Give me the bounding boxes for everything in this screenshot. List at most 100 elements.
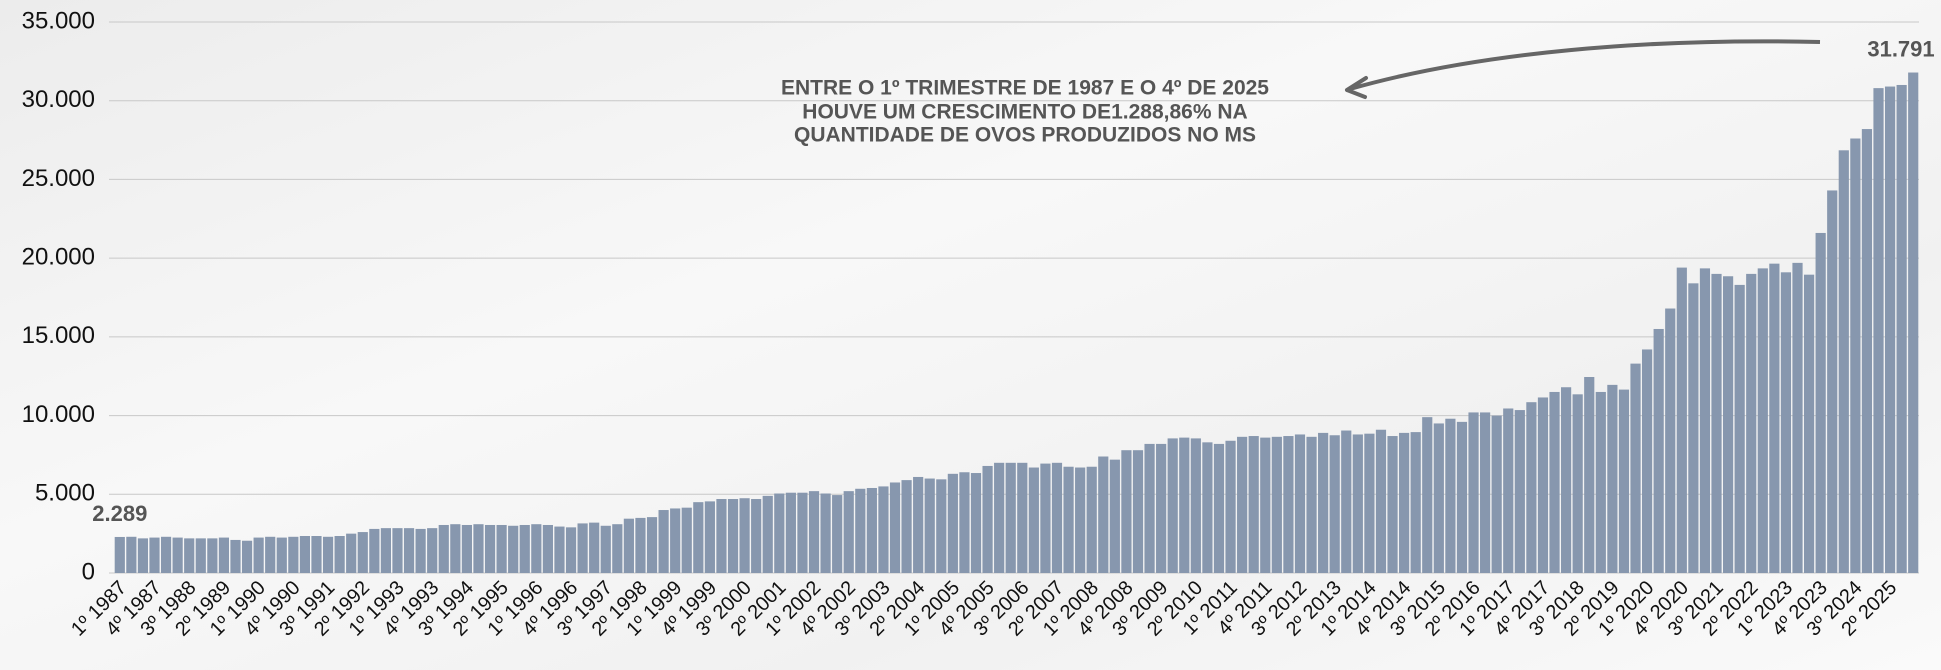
bar <box>1260 437 1271 573</box>
bar <box>184 538 195 573</box>
arrow-head <box>1345 76 1368 99</box>
bar <box>670 508 681 573</box>
bar <box>1688 283 1699 573</box>
bar <box>1364 433 1375 573</box>
bar <box>889 482 901 573</box>
bar <box>253 537 264 573</box>
bar <box>1595 391 1606 573</box>
bar <box>1028 467 1039 573</box>
bar <box>531 524 542 573</box>
bar <box>1572 394 1583 573</box>
bar <box>1156 443 1167 573</box>
bar <box>855 488 866 573</box>
bar <box>762 495 773 573</box>
value-label: 31.791 <box>1867 36 1934 61</box>
y-tick-label: 35.000 <box>22 7 95 34</box>
bar <box>1329 435 1340 573</box>
bar <box>1665 308 1676 573</box>
bar <box>1399 432 1410 573</box>
bar <box>1711 273 1722 573</box>
bar <box>149 537 160 573</box>
bar <box>1792 262 1803 573</box>
bar <box>1722 276 1734 573</box>
bar <box>392 528 403 573</box>
bar <box>947 473 958 573</box>
bar <box>1179 437 1190 573</box>
bar <box>207 538 218 573</box>
bar <box>1549 391 1560 573</box>
bar <box>970 473 982 573</box>
bar <box>1873 88 1884 574</box>
bar <box>311 536 322 573</box>
bar <box>1063 466 1074 573</box>
bar <box>1248 436 1259 573</box>
bar <box>1225 440 1236 573</box>
y-tick-label: 25.000 <box>22 165 95 192</box>
bar <box>924 478 935 573</box>
bar <box>357 532 368 573</box>
bar <box>982 465 993 573</box>
bar <box>334 536 345 573</box>
bar <box>1607 384 1618 573</box>
bar <box>866 487 877 573</box>
bar <box>646 517 658 573</box>
y-tick-label: 20.000 <box>22 243 95 270</box>
bar <box>1699 268 1711 573</box>
bar <box>994 462 1005 573</box>
bar <box>1283 436 1294 573</box>
bar <box>635 517 646 573</box>
bar <box>1468 412 1479 573</box>
bar <box>241 540 253 573</box>
annotation-line: HOUVE UM CRESCIMENTO DE1.288,86% NA <box>802 101 1247 124</box>
bar <box>1503 408 1514 573</box>
bar <box>577 523 588 573</box>
bar <box>1850 138 1861 574</box>
bar <box>1190 438 1201 573</box>
bar <box>1040 463 1051 573</box>
y-tick-label: 10.000 <box>22 401 95 428</box>
bar <box>1757 268 1768 573</box>
bar <box>1480 412 1491 573</box>
bar <box>878 486 889 573</box>
bar <box>913 476 924 573</box>
bar <box>1734 284 1745 573</box>
bar <box>704 501 715 573</box>
bar <box>1341 430 1352 573</box>
bar <box>508 525 519 573</box>
bar <box>1908 72 1919 573</box>
bar <box>1237 436 1248 573</box>
bar <box>1387 436 1398 573</box>
annotation-line: ENTRE O 1º TRIMESTRE DE 1987 E O 4º DE 2… <box>781 77 1269 100</box>
bar <box>1561 387 1572 573</box>
bar <box>496 524 507 573</box>
bar <box>1514 410 1525 573</box>
bar <box>832 495 843 573</box>
bar <box>276 537 287 573</box>
bar <box>1352 434 1363 573</box>
bar <box>623 518 634 573</box>
bar <box>172 537 183 573</box>
bar <box>1086 466 1097 573</box>
bar <box>380 528 391 573</box>
bar <box>218 537 230 573</box>
bar <box>751 499 762 573</box>
bar <box>693 502 704 573</box>
bar <box>1456 421 1468 573</box>
bar <box>369 528 380 573</box>
bar <box>1109 459 1120 573</box>
bar <box>1526 402 1537 573</box>
bar <box>322 536 334 573</box>
bar <box>1005 462 1016 573</box>
bar <box>1630 363 1641 573</box>
bar <box>1584 377 1595 573</box>
bar <box>1884 86 1896 573</box>
bar <box>554 526 565 573</box>
bar <box>843 491 854 573</box>
bar <box>1410 432 1421 573</box>
bar <box>450 524 461 573</box>
bar <box>126 536 137 573</box>
bar <box>1769 263 1780 573</box>
bar <box>1422 417 1433 573</box>
